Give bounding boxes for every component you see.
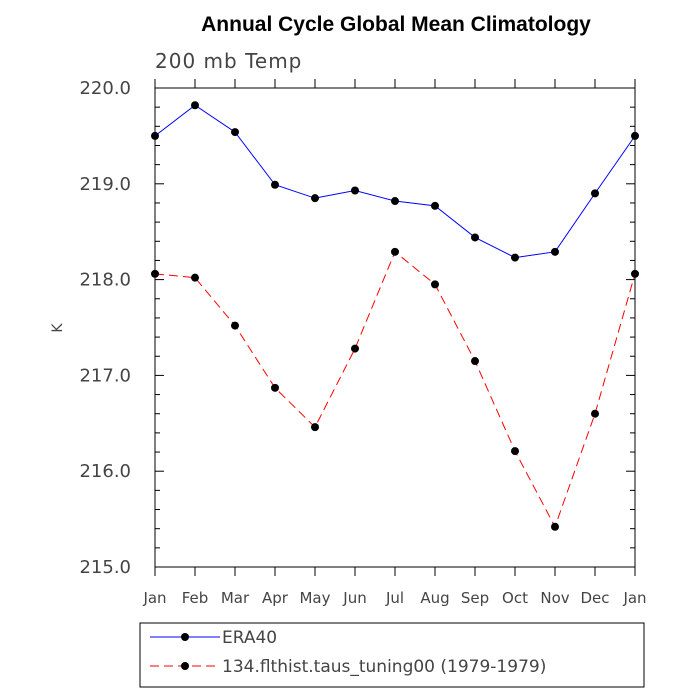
axis-ticks	[154, 79, 636, 576]
series-line-1	[154, 251, 636, 529]
y-tick-label: 216.0	[79, 461, 131, 482]
series-1-point	[311, 423, 319, 432]
plot-frame	[154, 87, 636, 568]
x-tick-label: Mar	[221, 589, 250, 607]
series-1-point	[471, 357, 479, 366]
x-tick-label: Apr	[262, 589, 289, 607]
y-tick-label: 215.0	[79, 557, 131, 578]
series-0-point	[591, 189, 599, 198]
series-1-point	[271, 383, 279, 392]
series-0-point	[471, 233, 479, 242]
x-tick-label: Jun	[342, 589, 366, 607]
series-0-point	[511, 253, 519, 262]
x-tick-label: Jan	[622, 589, 646, 607]
series-1-point	[431, 280, 439, 289]
series-1-point	[231, 321, 239, 330]
x-tick-label: Feb	[182, 589, 209, 607]
series-1-point	[351, 344, 359, 353]
y-tick-label: 218.0	[79, 270, 131, 291]
legend-label-model: 134.flthist.taus_tuning00 (1979-1979)	[222, 657, 546, 677]
y-axis-label: K	[50, 323, 66, 333]
y-tick-labels: 215.0 216.0 217.0 218.0 219.0 220.0	[79, 78, 131, 578]
chart-title: Annual Cycle Global Mean Climatology	[201, 13, 591, 36]
x-tick-label: Aug	[420, 589, 449, 607]
series-0-point	[351, 186, 359, 195]
series-0-point	[631, 131, 639, 140]
legend-box	[139, 622, 645, 688]
series-1-point	[511, 447, 519, 456]
y-tick-label: 220.0	[79, 78, 131, 99]
series-0-point	[151, 131, 159, 140]
x-tick-label: Dec	[580, 589, 609, 607]
series-0-point	[191, 101, 199, 110]
series-group	[151, 101, 639, 531]
series-0-point	[311, 194, 319, 203]
series-1-point	[391, 247, 399, 256]
series-0-point	[431, 201, 439, 210]
legend-label-era40: ERA40	[222, 628, 277, 648]
series-0-point	[271, 180, 279, 189]
y-tick-label: 217.0	[79, 365, 131, 386]
legend: ERA40 134.flthist.taus_tuning00 (1979-19…	[139, 622, 645, 688]
series-1-point	[631, 269, 639, 278]
series-1-point	[191, 273, 199, 282]
series-1-point	[551, 522, 559, 531]
series-1-point	[591, 409, 599, 418]
x-tick-labels: Jan Feb Mar Apr May Jun Jul Aug Sep Oct Nov Dec Jan	[142, 589, 646, 607]
x-tick-label: Sep	[461, 589, 489, 607]
x-tick-label: Jul	[385, 589, 404, 607]
y-tick-label: 219.0	[79, 174, 131, 195]
x-tick-label: Jan	[142, 589, 166, 607]
series-1-point	[151, 269, 159, 278]
legend-marker-model	[181, 662, 189, 670]
series-0-point	[391, 197, 399, 206]
x-tick-label: May	[299, 589, 330, 607]
series-0-point	[551, 247, 559, 256]
chart-subtitle: 200 mb Temp	[155, 49, 302, 73]
legend-marker-era40	[181, 633, 189, 641]
series-0-point	[231, 128, 239, 137]
x-tick-label: Oct	[502, 589, 528, 607]
x-tick-label: Nov	[540, 589, 569, 607]
series-line-0	[154, 104, 636, 259]
